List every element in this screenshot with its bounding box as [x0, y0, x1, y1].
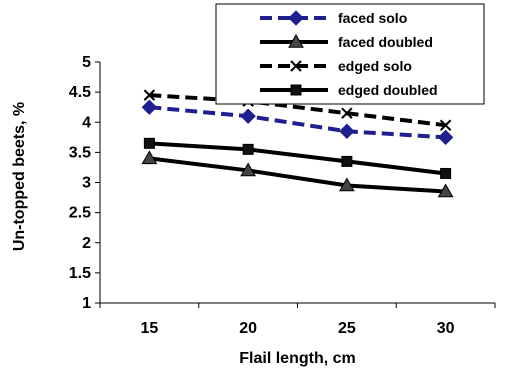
y-tick-label: 2.5	[69, 205, 91, 222]
legend-label: edged solo	[338, 58, 412, 74]
series-group	[141, 89, 454, 198]
data-point	[141, 99, 158, 115]
legend: faced solo faced doubled edged solo edged d…	[215, 3, 485, 105]
data-point	[143, 137, 155, 149]
data-point	[288, 10, 304, 26]
series-edged-doubled	[143, 137, 452, 179]
legend-label: faced solo	[338, 10, 407, 26]
data-point-stroke	[439, 119, 452, 131]
x-tick-label: 25	[338, 320, 356, 337]
data-point-stroke	[341, 107, 353, 119]
x-tick-label: 15	[140, 320, 158, 337]
x-axis-title: Flail length, cm	[239, 350, 355, 367]
legend-box	[215, 3, 485, 105]
data-point	[437, 129, 454, 146]
series-faced-doubled	[141, 150, 454, 198]
data-point-stroke	[143, 89, 156, 101]
x-tick-label: 20	[239, 320, 257, 337]
legend-item: edged doubled	[260, 82, 438, 98]
data-point	[240, 108, 256, 124]
x-axis-ticks: 15 20 25 30	[99, 303, 496, 337]
y-tick-label: 1.5	[69, 265, 91, 282]
series-line	[149, 105, 446, 140]
series-line	[149, 156, 446, 194]
legend-label: edged doubled	[338, 82, 438, 98]
series-line	[149, 141, 446, 176]
data-point	[290, 84, 302, 96]
data-point	[339, 177, 355, 192]
y-axis-ticks: 1 1.5 2 2.5 3 3.5 4 4.5 5	[69, 54, 100, 312]
legend-label: faced doubled	[338, 34, 433, 50]
y-tick-label: 2	[82, 235, 91, 252]
data-point	[288, 33, 304, 48]
data-point	[341, 107, 353, 119]
legend-item: edged solo	[260, 58, 412, 74]
series-line	[149, 93, 446, 128]
y-tick-label: 4.5	[69, 84, 91, 101]
series-faced-solo	[141, 99, 454, 146]
y-tick-label: 1	[82, 295, 91, 312]
data-point	[290, 60, 302, 72]
legend-item: faced solo	[260, 10, 407, 26]
data-point	[437, 183, 454, 198]
y-tick-label: 4	[82, 114, 91, 131]
data-point	[240, 162, 256, 177]
x-tick-label: 30	[437, 320, 455, 337]
y-tick-label: 5	[82, 54, 91, 71]
data-point	[341, 155, 353, 167]
data-point	[439, 119, 452, 131]
data-point	[141, 150, 158, 165]
y-tick-label: 3	[82, 175, 91, 192]
data-point	[440, 167, 452, 179]
data-point	[143, 89, 156, 101]
data-point-stroke	[290, 60, 302, 72]
data-point	[339, 123, 355, 139]
data-point	[242, 143, 254, 155]
legend-item: faced doubled	[260, 33, 433, 50]
y-tick-label: 3.5	[69, 144, 91, 161]
y-axis-title: Un-topped beets, %	[11, 102, 28, 251]
